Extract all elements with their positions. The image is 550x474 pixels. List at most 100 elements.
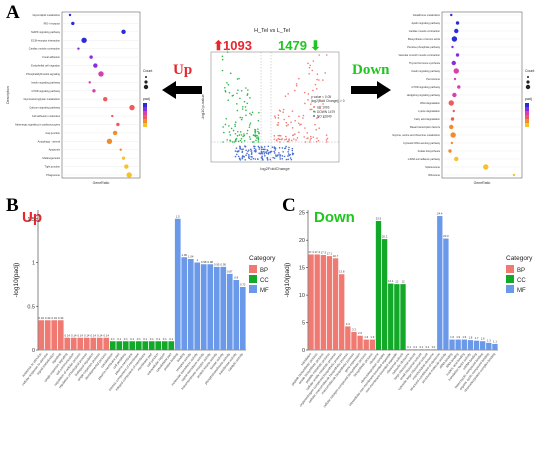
- y-tick-label: 0: [32, 348, 35, 354]
- volcano-point-ns: [242, 155, 244, 157]
- volcano-point-up: [291, 110, 294, 112]
- bar: [148, 341, 155, 350]
- volcano-point-up: [287, 124, 289, 126]
- volcano-point-ns: [235, 147, 238, 149]
- volcano-point-down: [243, 139, 246, 142]
- volcano-point-down: [230, 127, 233, 130]
- bar: [226, 273, 233, 350]
- term-label: Focal adhesion: [42, 55, 60, 59]
- volcano-point-down: [236, 134, 239, 137]
- bar-value-label: 0.1: [130, 337, 134, 341]
- term-label: Folate biosynthesis: [418, 149, 441, 153]
- volcano-point-down: [229, 72, 232, 75]
- volcano-point-down: [251, 111, 254, 114]
- volcano-point-down: [243, 134, 246, 137]
- volcano-point-ns: [258, 152, 260, 154]
- volcano-point-ns: [237, 155, 240, 158]
- term-dot: [453, 77, 457, 81]
- bar: [194, 262, 201, 350]
- volcano-point-down: [249, 97, 251, 99]
- bar: [103, 337, 110, 350]
- volcano-point-ns: [275, 155, 277, 158]
- volcano-point-up: [326, 137, 329, 140]
- volcano-point-ns: [279, 154, 281, 156]
- bar-value-label: 0.14: [84, 333, 90, 337]
- volcano-point-ns: [266, 159, 269, 161]
- term-dot: [448, 149, 452, 153]
- term-label: Pentose phosphate pathway: [407, 45, 440, 49]
- volcano-point-ns: [291, 153, 294, 156]
- volcano-point-down: [258, 132, 260, 135]
- bar-value-label: 0.34: [39, 316, 45, 320]
- term-dot: [450, 141, 454, 145]
- bar-value-label: 0.1: [117, 337, 121, 341]
- volcano-point-up: [282, 111, 284, 113]
- legend-color-step: [143, 123, 147, 127]
- volcano-point-ns: [274, 147, 277, 150]
- volcano-point-up: [304, 102, 306, 105]
- volcano-point-up: [316, 73, 319, 75]
- bar-value-label: 1.9: [370, 335, 374, 339]
- volcano-point-ns: [269, 158, 272, 161]
- bar-value-label: 0.1: [426, 345, 430, 349]
- volcano-title: H_Tel vs L_Tel: [254, 28, 290, 34]
- term-dot: [126, 172, 132, 178]
- volcano-point-down: [221, 58, 224, 61]
- legend-padj-title: padj: [143, 97, 150, 101]
- volcano-point-up: [279, 110, 282, 112]
- volcano-point-ns: [273, 157, 276, 159]
- volcano-point-down: [249, 112, 251, 115]
- volcano-point-ns: [273, 150, 275, 153]
- volcano-point-down: [224, 91, 227, 93]
- bar-value-label: 12.1: [388, 279, 394, 283]
- volcano-point-down: [240, 89, 243, 92]
- volcano-point-up: [277, 137, 280, 140]
- bar: [142, 341, 149, 350]
- term-dot: [454, 28, 459, 34]
- bar-value-label: 1.3: [487, 338, 491, 342]
- bar-value-label: 4.3: [346, 322, 350, 326]
- term-dot: [512, 173, 516, 177]
- bar: [357, 335, 363, 350]
- volcano-point-down: [242, 135, 244, 138]
- bar: [326, 256, 333, 350]
- volcano-point-down: [228, 91, 231, 94]
- up-count: 1093: [223, 38, 252, 53]
- volcano-point-ns: [281, 158, 284, 160]
- volcano-plot: H_Tel vs L_Tel ⬆ 1093 1479 ⬇ log2FoldChange -l…: [200, 28, 345, 171]
- volcano-point-up: [306, 137, 308, 140]
- volcano-point-down: [228, 125, 230, 127]
- bar-value-label: 16.7: [333, 254, 339, 258]
- volcano-point-ns: [287, 158, 290, 161]
- term-dot: [121, 29, 126, 35]
- volcano-point-down: [229, 134, 232, 136]
- term-dot: [121, 156, 126, 160]
- volcano-point-up: [310, 108, 313, 111]
- term-label: Autophagy - animal: [38, 139, 61, 143]
- bar-value-label: 17.1: [327, 252, 333, 256]
- volcano-point-up: [314, 123, 316, 126]
- term-label: Adrenergic signaling in cardiomyocytes: [15, 122, 61, 126]
- term-dot: [451, 60, 456, 66]
- volcano-point-down: [232, 129, 235, 132]
- legend-color-step: [525, 115, 529, 119]
- volcano-point-down: [229, 139, 231, 142]
- volcano-point-up: [287, 93, 289, 95]
- bar: [461, 339, 467, 350]
- legend-color-step: [525, 123, 529, 127]
- volcano-point-up: [295, 83, 298, 85]
- bar-value-label: 1.9: [450, 335, 454, 339]
- volcano-point-down: [257, 130, 259, 133]
- volcano-point-down: [236, 78, 239, 80]
- volcano-point-down: [234, 121, 237, 123]
- term-label: Phagosome: [46, 173, 60, 177]
- term-label: Peroxisome: [426, 77, 440, 81]
- volcano-point-ns: [260, 146, 263, 149]
- bar-value-label: 0.1: [150, 337, 154, 341]
- volcano-point-up: [315, 88, 318, 90]
- volcano-point-up: [285, 121, 288, 124]
- term-dot: [116, 122, 120, 127]
- bar-value-label: 1.1: [493, 339, 497, 343]
- bar-value-label: 17.3: [321, 251, 327, 255]
